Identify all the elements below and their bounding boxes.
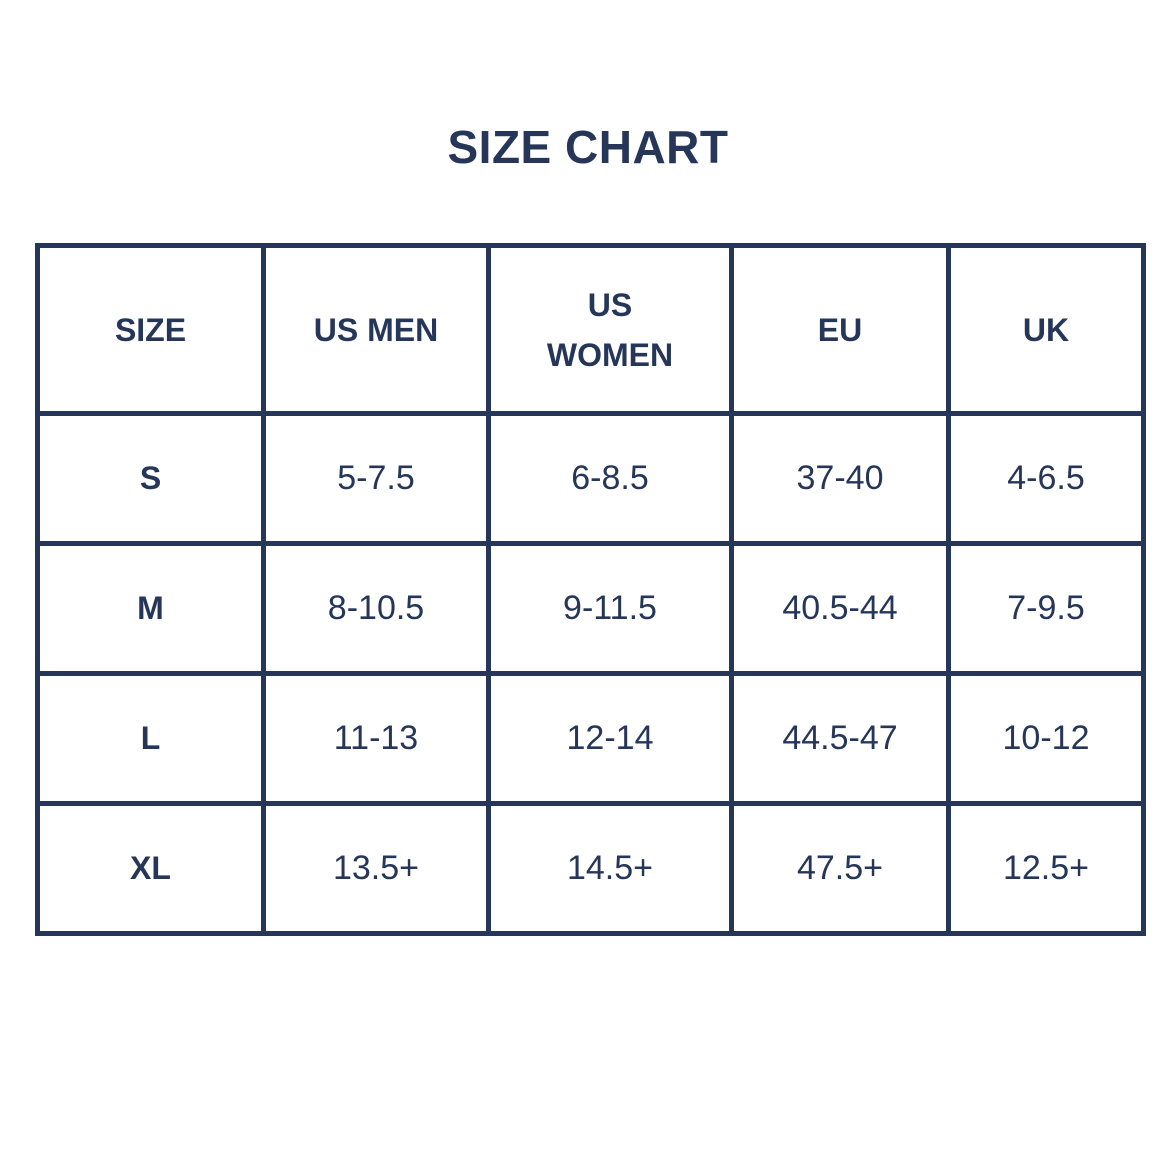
value-cell: 7-9.5 [946,541,1146,676]
table-row: XL 13.5+ 14.5+ 47.5+ 12.5+ [35,801,1146,936]
size-cell: L [35,671,266,806]
title: SIZE CHART [447,121,729,173]
value-cell: 10-12 [946,671,1146,806]
value-cell: 12-14 [486,671,734,806]
value-cell: 47.5+ [729,801,951,936]
value-cell: 5-7.5 [261,411,491,546]
size-cell: M [35,541,266,676]
size-cell: S [35,411,266,546]
header-cell: US MEN [261,243,491,416]
table-row: L 11-13 12-14 44.5-47 10-12 [35,671,1146,806]
header-row: SIZE US MEN US WOMEN EU UK [35,243,1146,416]
table-body: S 5-7.5 6-8.5 37-40 4-6.5 M 8-10.5 9-11.5 40.5-4… [35,411,1146,936]
header-text: US WOMEN [546,286,674,373]
header-cell: UK [946,243,1146,416]
value-cell: 12.5+ [946,801,1146,936]
header-cell: SIZE [35,243,266,416]
value-cell: 6-8.5 [486,411,734,546]
value-cell: 9-11.5 [486,541,734,676]
value-cell: 37-40 [729,411,951,546]
header-text: SIZE [114,311,187,348]
value-cell: 44.5-47 [729,671,951,806]
header-text: EU [817,311,863,348]
header-cell: EU [729,243,951,416]
table-row: S 5-7.5 6-8.5 37-40 4-6.5 [35,411,1146,546]
table-row: M 8-10.5 9-11.5 40.5-44 7-9.5 [35,541,1146,676]
header-text: US MEN [313,311,439,348]
value-cell: 8-10.5 [261,541,491,676]
value-cell: 14.5+ [486,801,734,936]
value-cell: 11-13 [261,671,491,806]
value-cell: 13.5+ [261,801,491,936]
header-text: UK [1022,311,1070,348]
header-cell: US WOMEN [486,243,734,416]
size-table: SIZE US MEN US WOMEN EU UK S 5-7.5 6-8.5 37-40 4… [35,243,1146,936]
value-cell: 40.5-44 [729,541,951,676]
size-cell: XL [35,801,266,936]
value-cell: 4-6.5 [946,411,1146,546]
